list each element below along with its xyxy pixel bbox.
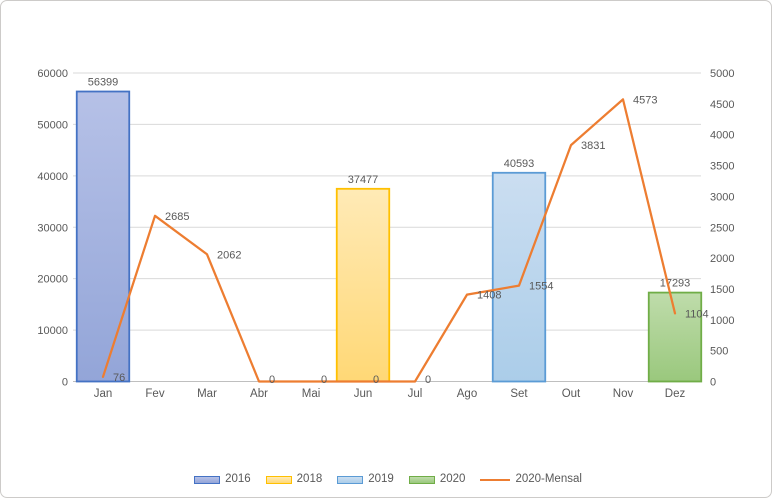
legend-line-swatch-icon <box>480 479 511 481</box>
chart-legend: 2016 2018 2019 2020 2020-Mensal <box>1 467 771 493</box>
right-axis-tick-label: 4500 <box>710 99 734 111</box>
legend-swatch-icon <box>337 476 364 484</box>
right-axis-tick-label: 3000 <box>710 191 734 203</box>
bar-data-label-2016: 56399 <box>88 77 119 89</box>
right-axis-tick-label: 4000 <box>710 130 734 142</box>
left-axis-tick-label: 20000 <box>37 274 68 286</box>
x-axis-category-label: Jun <box>354 388 373 400</box>
left-axis-tick-label: 10000 <box>37 325 68 337</box>
x-axis-category-label: Mar <box>197 388 217 400</box>
bar-2019[interactable] <box>491 171 547 383</box>
line-data-label: 1408 <box>477 290 501 302</box>
right-axis-tick-label: 2000 <box>710 253 734 265</box>
legend-label: 2020-Mensal <box>515 473 582 486</box>
right-axis-tick-label: 1500 <box>710 284 734 296</box>
legend-label: 2016 <box>225 473 251 486</box>
x-axis-category-label: Abr <box>250 388 268 400</box>
x-axis-category-label: Mai <box>302 388 321 400</box>
line-data-label: 1554 <box>529 281 553 293</box>
x-axis-category-label: Jul <box>408 388 423 400</box>
legend-label: 2020 <box>439 473 466 486</box>
bar-2020[interactable] <box>647 291 703 383</box>
right-axis-tick-label: 5000 <box>710 68 734 80</box>
line-data-label: 0 <box>425 374 431 386</box>
left-axis-tick-label: 50000 <box>37 119 68 131</box>
line-data-label: 0 <box>321 374 327 386</box>
left-axis-tick-label: 60000 <box>37 68 68 80</box>
x-axis-category-label: Nov <box>613 388 634 400</box>
right-axis-tick-label: 1000 <box>710 315 734 327</box>
bar-data-label-2018: 37477 <box>348 174 379 186</box>
left-axis-tick-label: 40000 <box>37 171 68 183</box>
bar-data-label-2019: 40593 <box>504 158 535 170</box>
line-data-label: 0 <box>269 374 275 386</box>
legend-item-2016[interactable]: 2016 <box>194 474 251 486</box>
x-axis-category-label: Jan <box>94 388 113 400</box>
line-data-label: 2062 <box>217 249 241 261</box>
x-axis-category-label: Dez <box>665 388 686 400</box>
legend-label: 2018 <box>296 473 323 486</box>
bar-2016[interactable] <box>75 90 131 383</box>
legend-item-2020[interactable]: 2020 <box>408 473 466 486</box>
legend-item-2019[interactable]: 2019 <box>337 474 394 486</box>
left-axis-tick-label: 0 <box>62 377 68 389</box>
line-data-label: 2685 <box>165 211 189 223</box>
bar-data-label-2020: 17293 <box>660 278 691 290</box>
legend-item-2018[interactable]: 2018 <box>265 473 323 486</box>
line-data-label: 3831 <box>581 140 605 152</box>
left-axis-tick-label: 30000 <box>37 222 68 234</box>
x-axis-category-label: Fev <box>145 388 164 400</box>
line-2020-Mensal[interactable] <box>101 98 677 383</box>
x-axis-category-label: Ago <box>457 388 477 400</box>
bar-2018[interactable] <box>335 187 391 383</box>
right-axis-tick-label: 0 <box>710 377 716 389</box>
line-data-label: 76 <box>113 372 125 384</box>
legend-swatch-icon <box>408 476 435 484</box>
right-axis-tick-label: 500 <box>710 346 728 358</box>
line-data-label: 1104 <box>685 308 709 320</box>
line-data-label: 0 <box>373 374 379 386</box>
legend-swatch-icon <box>265 476 292 484</box>
right-axis-tick-label: 2500 <box>710 222 734 234</box>
line-data-label: 4573 <box>633 94 657 106</box>
legend-label: 2019 <box>368 473 394 486</box>
combo-chart-plot-area: 56399 37477 40593 17293 76 2685 2062 0 0 0 0 1408 15… <box>37 68 734 400</box>
x-axis-category-label: Out <box>562 388 581 400</box>
legend-item-2020-Mensal[interactable]: 2020-Mensal <box>480 473 582 486</box>
right-axis-tick-label: 3500 <box>710 161 734 173</box>
x-axis-category-label: Set <box>510 388 528 400</box>
legend-swatch-icon <box>194 476 221 484</box>
